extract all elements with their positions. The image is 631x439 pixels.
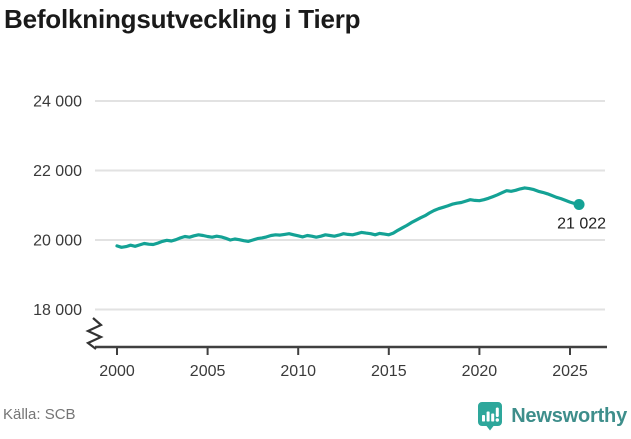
x-tick-label: 2015	[371, 363, 407, 380]
series-end-value-label: 21 022	[557, 215, 606, 232]
newsworthy-brand-icon	[477, 401, 503, 432]
y-tick-label: 22 000	[33, 163, 82, 180]
y-tick-label: 20 000	[33, 233, 82, 250]
source-label: Källa: SCB	[3, 406, 76, 423]
x-tick-label: 2020	[462, 363, 498, 380]
line-chart: 18 000 20 000 22 000 24 000 2000 2005 2010 2015…	[0, 60, 631, 390]
population-line-chart-svg: 18 000 20 000 22 000 24 000 2000 2005 2010 2015…	[33, 94, 607, 380]
y-tick-label: 18 000	[33, 302, 82, 319]
series-end-dot	[573, 198, 585, 210]
page-title: Befolkningsutveckling i Tierp	[4, 4, 361, 34]
x-tick-label: 2005	[190, 363, 226, 380]
x-tick-label: 2010	[280, 363, 316, 380]
newsworthy-brand-text: Newsworthy	[511, 405, 627, 427]
axis-break-icon	[85, 317, 104, 350]
population-series-line	[115, 186, 581, 249]
newsworthy-logo-link[interactable]: Newsworthy	[477, 401, 627, 432]
x-tick-label: 2000	[99, 363, 135, 380]
y-tick-label: 24 000	[33, 94, 82, 111]
x-tick-label: 2025	[552, 363, 588, 380]
